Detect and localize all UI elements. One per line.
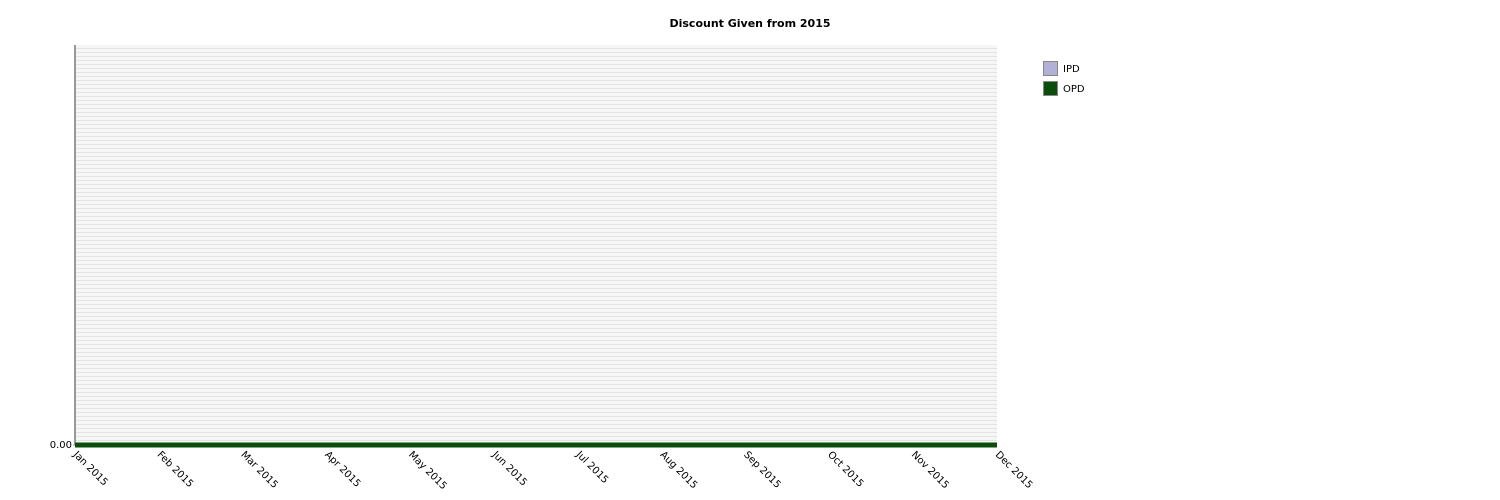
plot-background [75,45,997,445]
x-tick-label: Nov 2015 [909,449,951,491]
x-tick-label: Apr 2015 [322,449,362,489]
x-tick-label: Jan 2015 [70,449,110,489]
x-tick-label: Jun 2015 [489,449,529,489]
legend-label: OPD [1063,84,1085,95]
x-tick-label: Mar 2015 [238,449,279,490]
x-tick-label: Oct 2015 [825,449,865,489]
x-tick-label: Jul 2015 [573,449,610,486]
legend-swatch [1043,81,1058,96]
y-tick-label: 0.00 [50,440,72,451]
x-tick-label: Feb 2015 [155,449,196,490]
x-tick-label: May 2015 [406,449,449,492]
x-tick-label: Dec 2015 [993,449,1035,491]
x-tick-label: Sep 2015 [741,449,782,490]
legend-swatch [1043,61,1058,76]
legend-label: IPD [1063,64,1080,75]
chart-title: Discount Given from 2015 [669,17,830,30]
x-tick-label: Aug 2015 [657,449,699,491]
